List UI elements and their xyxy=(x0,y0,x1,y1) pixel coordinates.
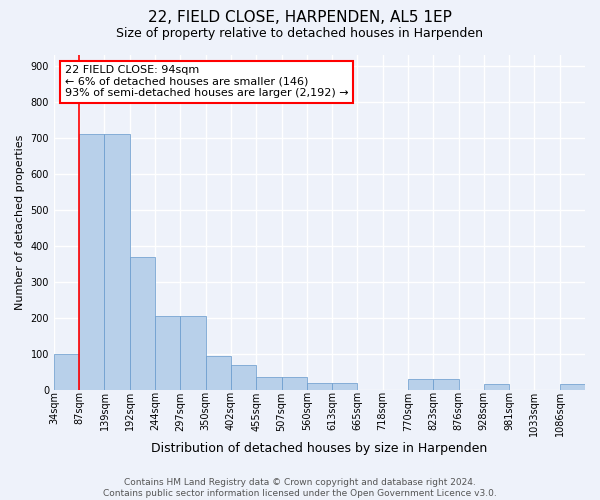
Bar xyxy=(79,134,104,390)
Bar xyxy=(408,379,433,390)
Bar xyxy=(54,354,79,390)
Bar xyxy=(104,134,130,390)
Bar xyxy=(130,256,155,390)
Text: Contains HM Land Registry data © Crown copyright and database right 2024.
Contai: Contains HM Land Registry data © Crown c… xyxy=(103,478,497,498)
Text: 22 FIELD CLOSE: 94sqm
← 6% of detached houses are smaller (146)
93% of semi-deta: 22 FIELD CLOSE: 94sqm ← 6% of detached h… xyxy=(65,65,348,98)
Bar xyxy=(281,377,307,390)
Bar xyxy=(256,377,281,390)
X-axis label: Distribution of detached houses by size in Harpenden: Distribution of detached houses by size … xyxy=(151,442,488,455)
Bar xyxy=(307,382,332,390)
Text: 22, FIELD CLOSE, HARPENDEN, AL5 1EP: 22, FIELD CLOSE, HARPENDEN, AL5 1EP xyxy=(148,10,452,25)
Bar xyxy=(181,316,206,390)
Text: Size of property relative to detached houses in Harpenden: Size of property relative to detached ho… xyxy=(116,28,484,40)
Bar xyxy=(231,364,256,390)
Bar xyxy=(433,379,458,390)
Bar xyxy=(332,382,358,390)
Y-axis label: Number of detached properties: Number of detached properties xyxy=(15,134,25,310)
Bar xyxy=(560,384,585,390)
Bar xyxy=(155,316,181,390)
Bar xyxy=(206,356,231,390)
Bar xyxy=(484,384,509,390)
